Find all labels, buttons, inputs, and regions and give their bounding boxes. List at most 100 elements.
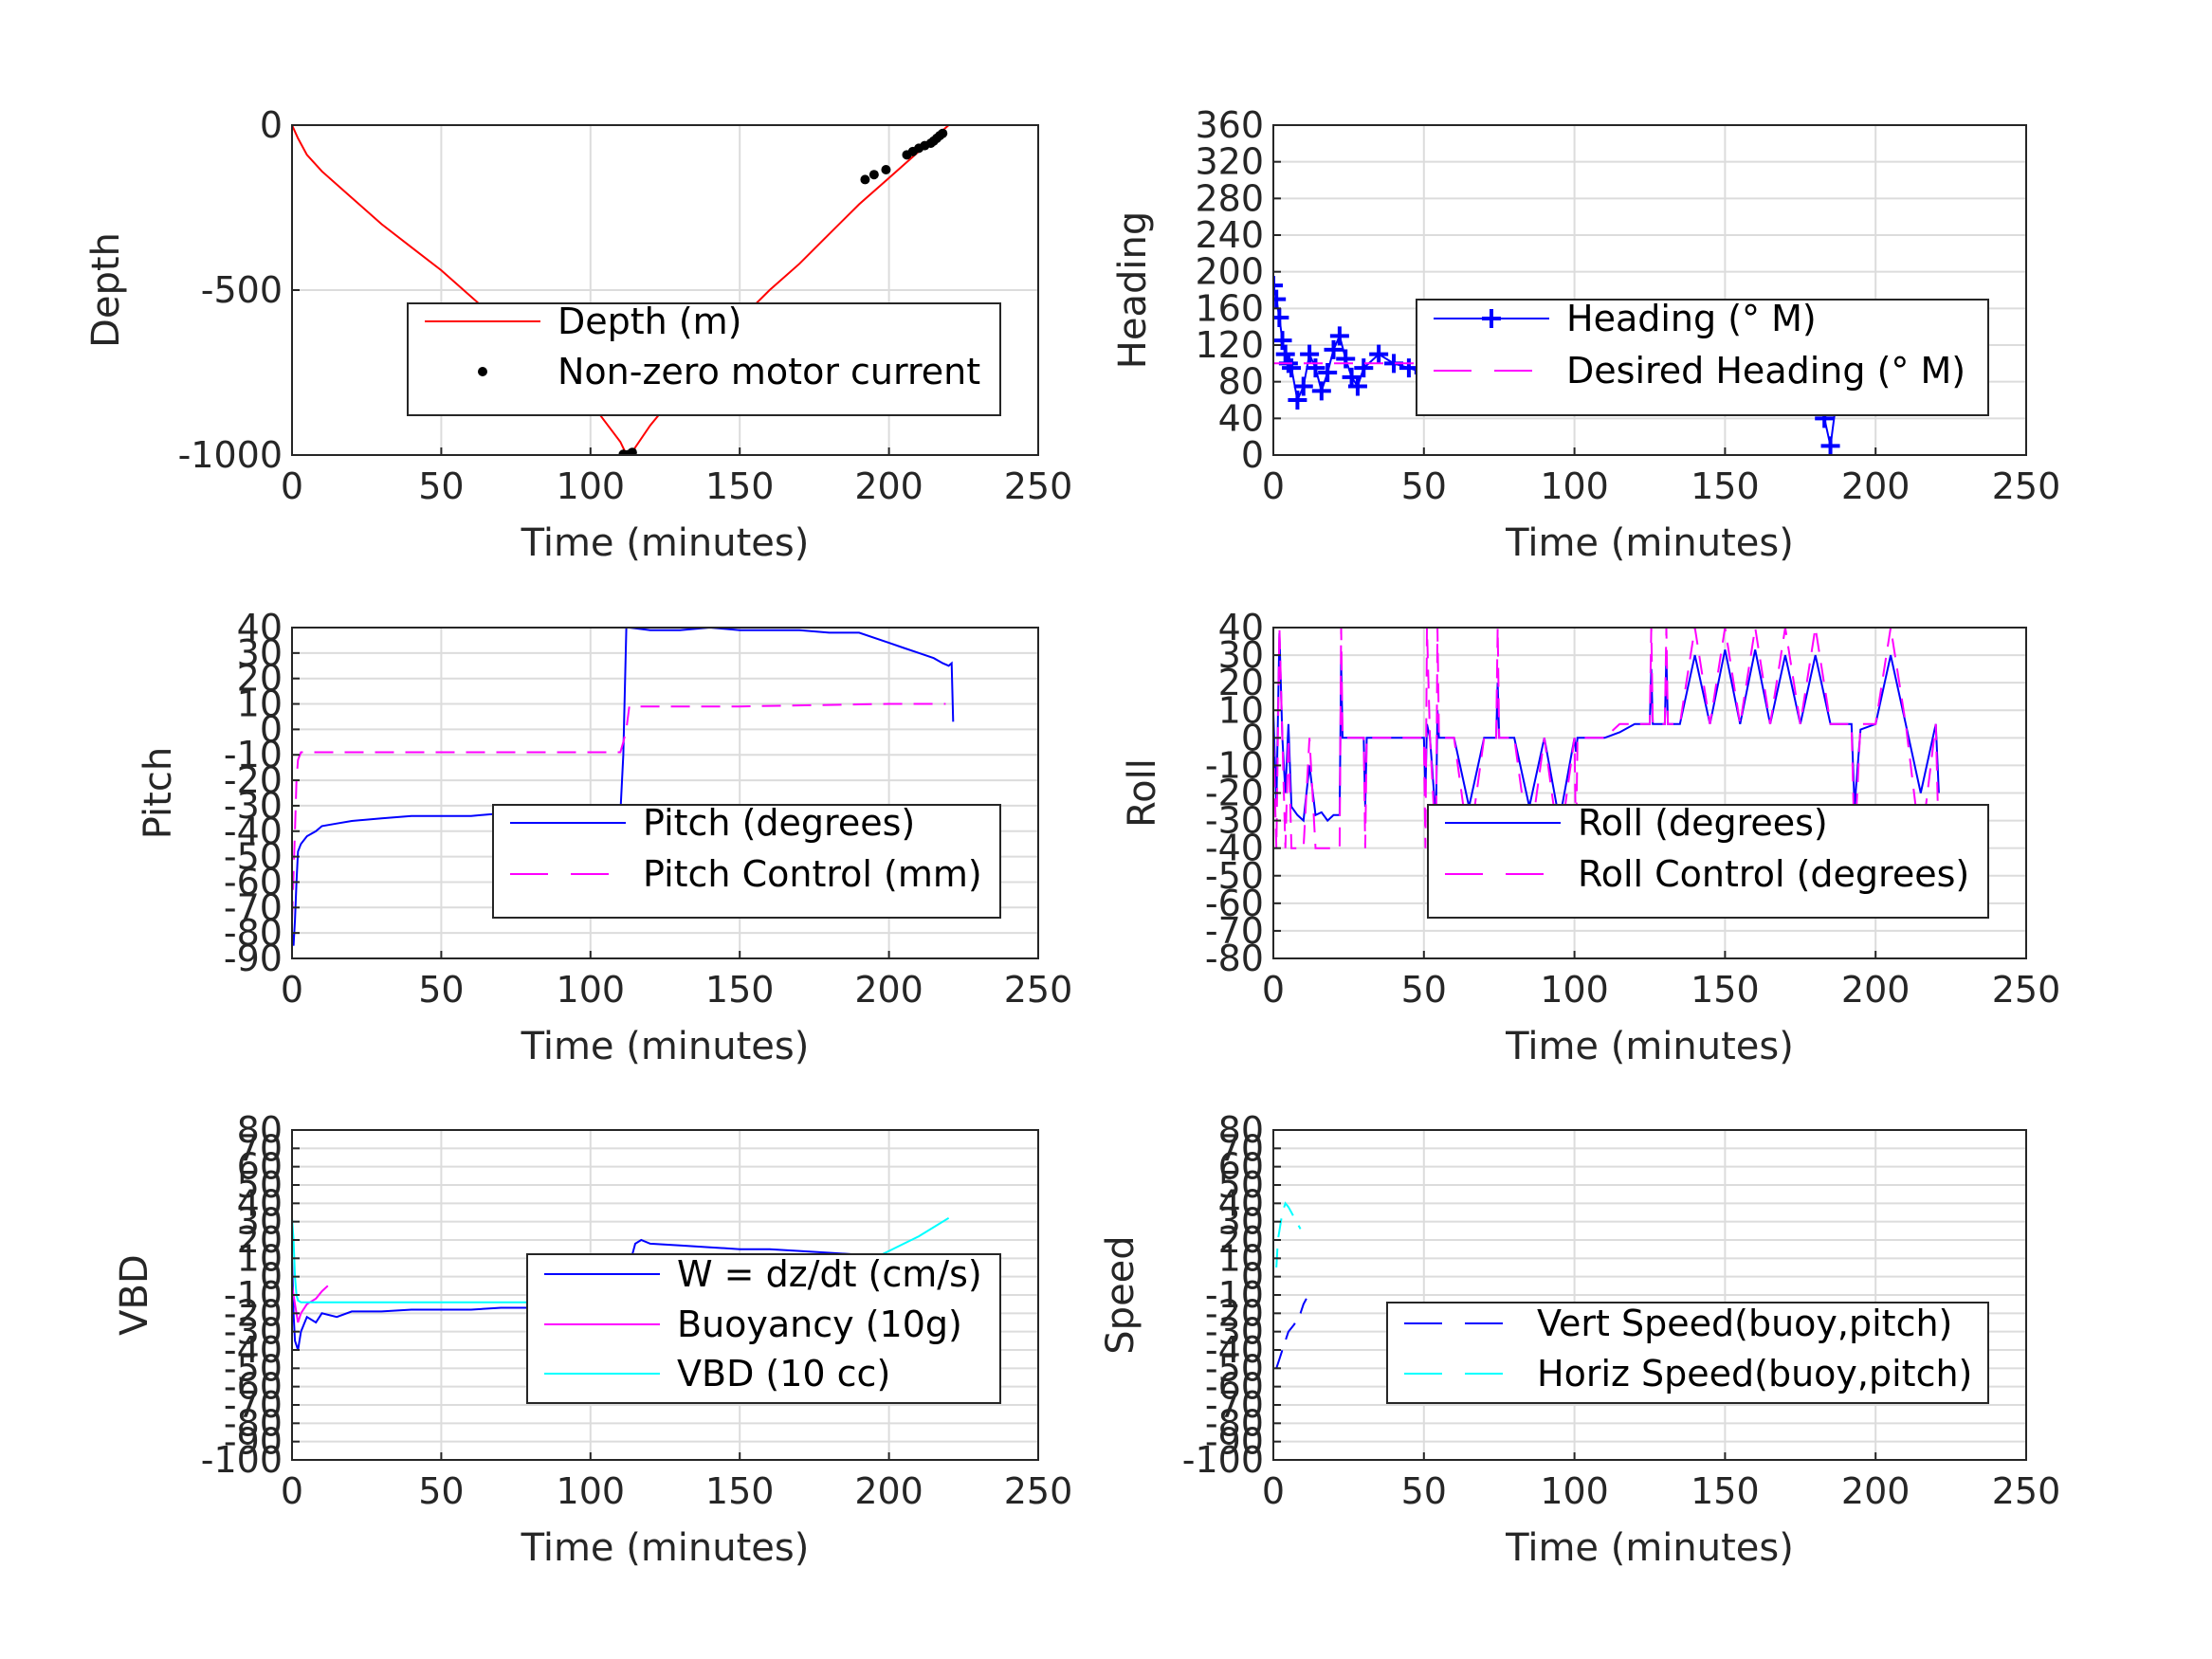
x-tick-label: 250	[1004, 1470, 1073, 1512]
subplot-depth: 0 50 100 150 200 250 -1000 -500 0 Time (minutes) D…	[84, 104, 1072, 565]
legend-label: Pitch Control (mm)	[643, 853, 982, 895]
y-tick-label: 10	[1218, 1237, 1264, 1279]
plus-marker	[1324, 339, 1344, 359]
y-tick-label: 50	[237, 1164, 283, 1206]
x-tick-label: 0	[1262, 969, 1285, 1011]
x-tick-label: 50	[418, 465, 464, 507]
y-axis-label: Depth	[84, 232, 128, 348]
axes-frame	[1272, 124, 2027, 456]
y-tick-label: 40	[237, 1182, 283, 1224]
y-axis-label: Heading	[1111, 211, 1155, 369]
data-point	[860, 174, 870, 185]
y-tick-label: 60	[237, 1146, 283, 1188]
x-tick-label: 50	[418, 1470, 464, 1512]
y-tick-label: -60	[224, 861, 283, 902]
x-axis-label: Time (minutes)	[1505, 521, 1794, 565]
y-tick-label: 320	[1195, 141, 1264, 183]
y-tick-label: 70	[237, 1127, 283, 1169]
x-tick-label: 150	[1691, 969, 1760, 1011]
legend-label: Buoyancy (10g)	[677, 1304, 962, 1345]
legend: Depth (m) Non-zero motor current	[407, 301, 1001, 416]
x-tick-label: 250	[1992, 1470, 2061, 1512]
y-tick-label: -60	[224, 1366, 283, 1408]
plus-marker	[1273, 276, 1283, 296]
y-tick-label: -50	[1205, 1347, 1264, 1389]
plus-marker	[1820, 436, 1840, 455]
y-tick-label: -90	[1205, 1421, 1264, 1463]
x-axis-label: Time (minutes)	[521, 521, 810, 565]
y-tick-label: -20	[224, 759, 283, 801]
legend-label: Desired Heading (° M)	[1566, 350, 1965, 392]
legend: Roll (degrees) Roll Control (degrees)	[1427, 802, 1989, 919]
y-tick-label: -20	[1205, 1292, 1264, 1334]
y-tick-label: -50	[1205, 855, 1264, 897]
y-tick-label: 20	[237, 1219, 283, 1261]
y-tick-label: -40	[1205, 1329, 1264, 1371]
x-tick-label: 0	[1262, 1470, 1285, 1512]
series-line	[1273, 628, 1940, 849]
y-tick-label: -70	[1205, 1384, 1264, 1426]
series-layer	[1275, 1201, 1307, 1369]
plus-marker	[1398, 358, 1418, 378]
series-layer	[292, 125, 950, 455]
legend-box	[1386, 1302, 1989, 1404]
y-tick-label: 40	[1218, 1182, 1264, 1224]
y-tick-label: -40	[224, 1329, 283, 1371]
legend-label: W = dz/dt (cm/s)	[677, 1253, 982, 1295]
x-tick-label: 100	[1540, 465, 1609, 507]
y-tick-label: -90	[224, 1421, 283, 1463]
y-tick-label: -100	[1182, 1439, 1264, 1481]
series-line	[1275, 1201, 1302, 1268]
legend: W = dz/dt (cm/s) Buoyancy (10g) VBD (10 cc…	[526, 1253, 1001, 1404]
y-tick-label: -30	[1205, 1311, 1264, 1353]
legend-label: Roll Control (degrees)	[1578, 853, 1969, 895]
legend: Pitch (degrees) Pitch Control (mm)	[492, 802, 1001, 919]
series-layer	[1273, 628, 1940, 849]
subplot-heading: 0 50 100 150 200 2500408012016020024028032036…	[1111, 104, 2060, 565]
y-tick-label: -50	[224, 1347, 283, 1389]
plus-marker	[1282, 358, 1302, 378]
y-tick-label: -70	[224, 1384, 283, 1426]
y-tick-label: -60	[1205, 883, 1264, 924]
legend-label: VBD (10 cc)	[677, 1353, 890, 1395]
y-tick-label: -70	[224, 886, 283, 928]
y-tick-label: -30	[224, 785, 283, 827]
plus-marker	[1273, 289, 1287, 309]
x-tick-label: 200	[854, 1470, 923, 1512]
y-tick-label: 30	[237, 632, 283, 674]
y-tick-label: 10	[1218, 689, 1264, 731]
y-tick-label: -80	[224, 1402, 283, 1444]
legend-label: Horiz Speed(buoy,pitch)	[1537, 1353, 1972, 1395]
plus-marker	[1347, 376, 1367, 396]
y-tick-label: -70	[1205, 910, 1264, 952]
y-tick-label: 80	[1218, 361, 1264, 403]
x-tick-label: 250	[1004, 969, 1073, 1011]
y-tick-label: -30	[1205, 800, 1264, 842]
y-tick-label: 60	[1218, 1146, 1264, 1188]
plus-marker	[1369, 344, 1389, 364]
y-tick-label: -10	[224, 1274, 283, 1316]
y-tick-label: 0	[1241, 434, 1264, 476]
y-axis-label: Pitch	[137, 747, 180, 839]
y-tick-label: 0	[260, 1256, 283, 1298]
x-tick-label: 150	[705, 1470, 775, 1512]
subplot-speed: 0 50 100 150 200 250-100-90-80-70-60-50-40-30…	[1099, 1109, 2060, 1570]
legend-marker	[1482, 309, 1501, 328]
y-tick-label: -10	[224, 734, 283, 775]
x-axis-label: Time (minutes)	[521, 1025, 810, 1068]
y-tick-label: -20	[1205, 773, 1264, 814]
legend-label: Non-zero motor current	[558, 351, 980, 392]
x-tick-label: 100	[557, 1470, 626, 1512]
x-tick-label: 0	[1262, 465, 1285, 507]
y-tick-label: 0	[1241, 717, 1264, 758]
axes-frame	[291, 627, 1039, 959]
legend-label: Roll (degrees)	[1578, 802, 1828, 844]
plus-marker	[1275, 344, 1295, 364]
x-tick-label: 0	[281, 969, 303, 1011]
y-tick-label: -80	[1205, 1402, 1264, 1444]
y-tick-label: 200	[1195, 251, 1264, 293]
y-tick-label: 30	[1218, 634, 1264, 676]
y-tick-label: 50	[1218, 1164, 1264, 1206]
x-tick-label: 150	[1691, 465, 1760, 507]
plus-marker	[1306, 358, 1325, 378]
